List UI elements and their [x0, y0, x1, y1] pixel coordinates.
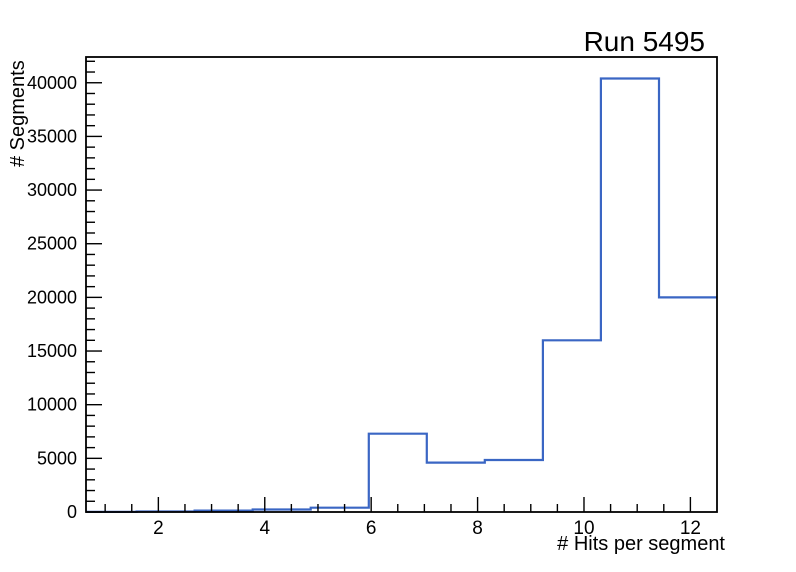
plot-frame	[85, 56, 718, 513]
x-tick-label: 12	[680, 518, 701, 539]
y-tick-label: 35000	[27, 126, 77, 146]
y-tick-label: 10000	[27, 395, 77, 415]
x-tick-label: 4	[259, 518, 270, 539]
x-tick-label: 2	[153, 518, 164, 539]
x-tick-label: 8	[472, 518, 483, 539]
y-tick-label: 20000	[27, 287, 77, 307]
y-tick-label: 25000	[27, 234, 77, 254]
y-tick-label: 15000	[27, 341, 77, 361]
plot-title: Run 5495	[583, 26, 705, 57]
histogram-line	[86, 77, 717, 513]
y-tick-label: 0	[67, 502, 77, 522]
y-tick-label: 30000	[27, 180, 77, 200]
y-tick-label: 40000	[27, 73, 77, 93]
x-tick-label: 6	[366, 518, 377, 539]
x-axis-title: # Hits per segment	[557, 533, 725, 555]
y-axis-title: # Segments	[7, 60, 29, 167]
y-tick-label: 5000	[37, 448, 77, 468]
x-tick-label: 10	[573, 518, 594, 539]
